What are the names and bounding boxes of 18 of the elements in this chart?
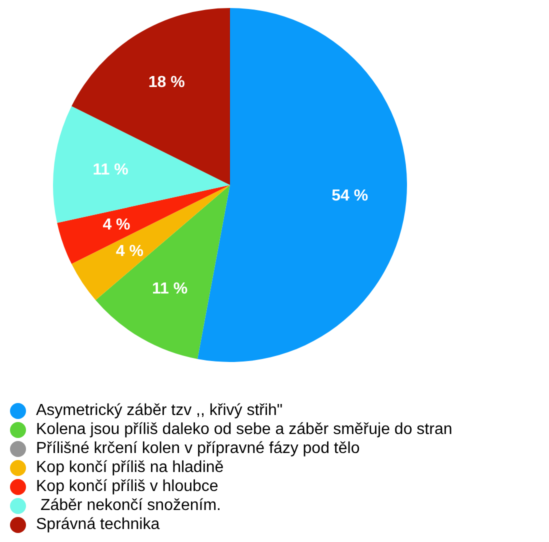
pie-slice <box>72 8 230 185</box>
data-label: 18 % <box>148 74 185 92</box>
data-label: 11 % <box>92 162 128 179</box>
legend-label: Přílišné krčení kolen v přípravné fázy pod tělo <box>36 440 360 458</box>
legend-label: Kolena jsou příliš daleko od sebe a záběr směřuje do stran <box>36 420 452 438</box>
pie-slice <box>57 185 230 264</box>
legend-label: Asymetrický záběr tzv ,, křivý střih" <box>36 402 283 420</box>
data-label: 4 % <box>116 242 144 260</box>
pie-slice <box>72 185 230 300</box>
legend-label: Kop končí příliš na hladině <box>36 458 224 476</box>
legend-label: Správná technika <box>36 516 160 534</box>
pie-slice <box>197 8 407 362</box>
data-label: 4 % <box>102 216 130 234</box>
data-label: 54 % <box>332 188 368 205</box>
legend-label: Záběr nekončí snožením. <box>39 496 221 514</box>
data-label: 11 % <box>152 280 188 298</box>
pie-slice <box>96 185 230 359</box>
legend-label: Kop končí příliš v hloubce <box>36 478 218 496</box>
